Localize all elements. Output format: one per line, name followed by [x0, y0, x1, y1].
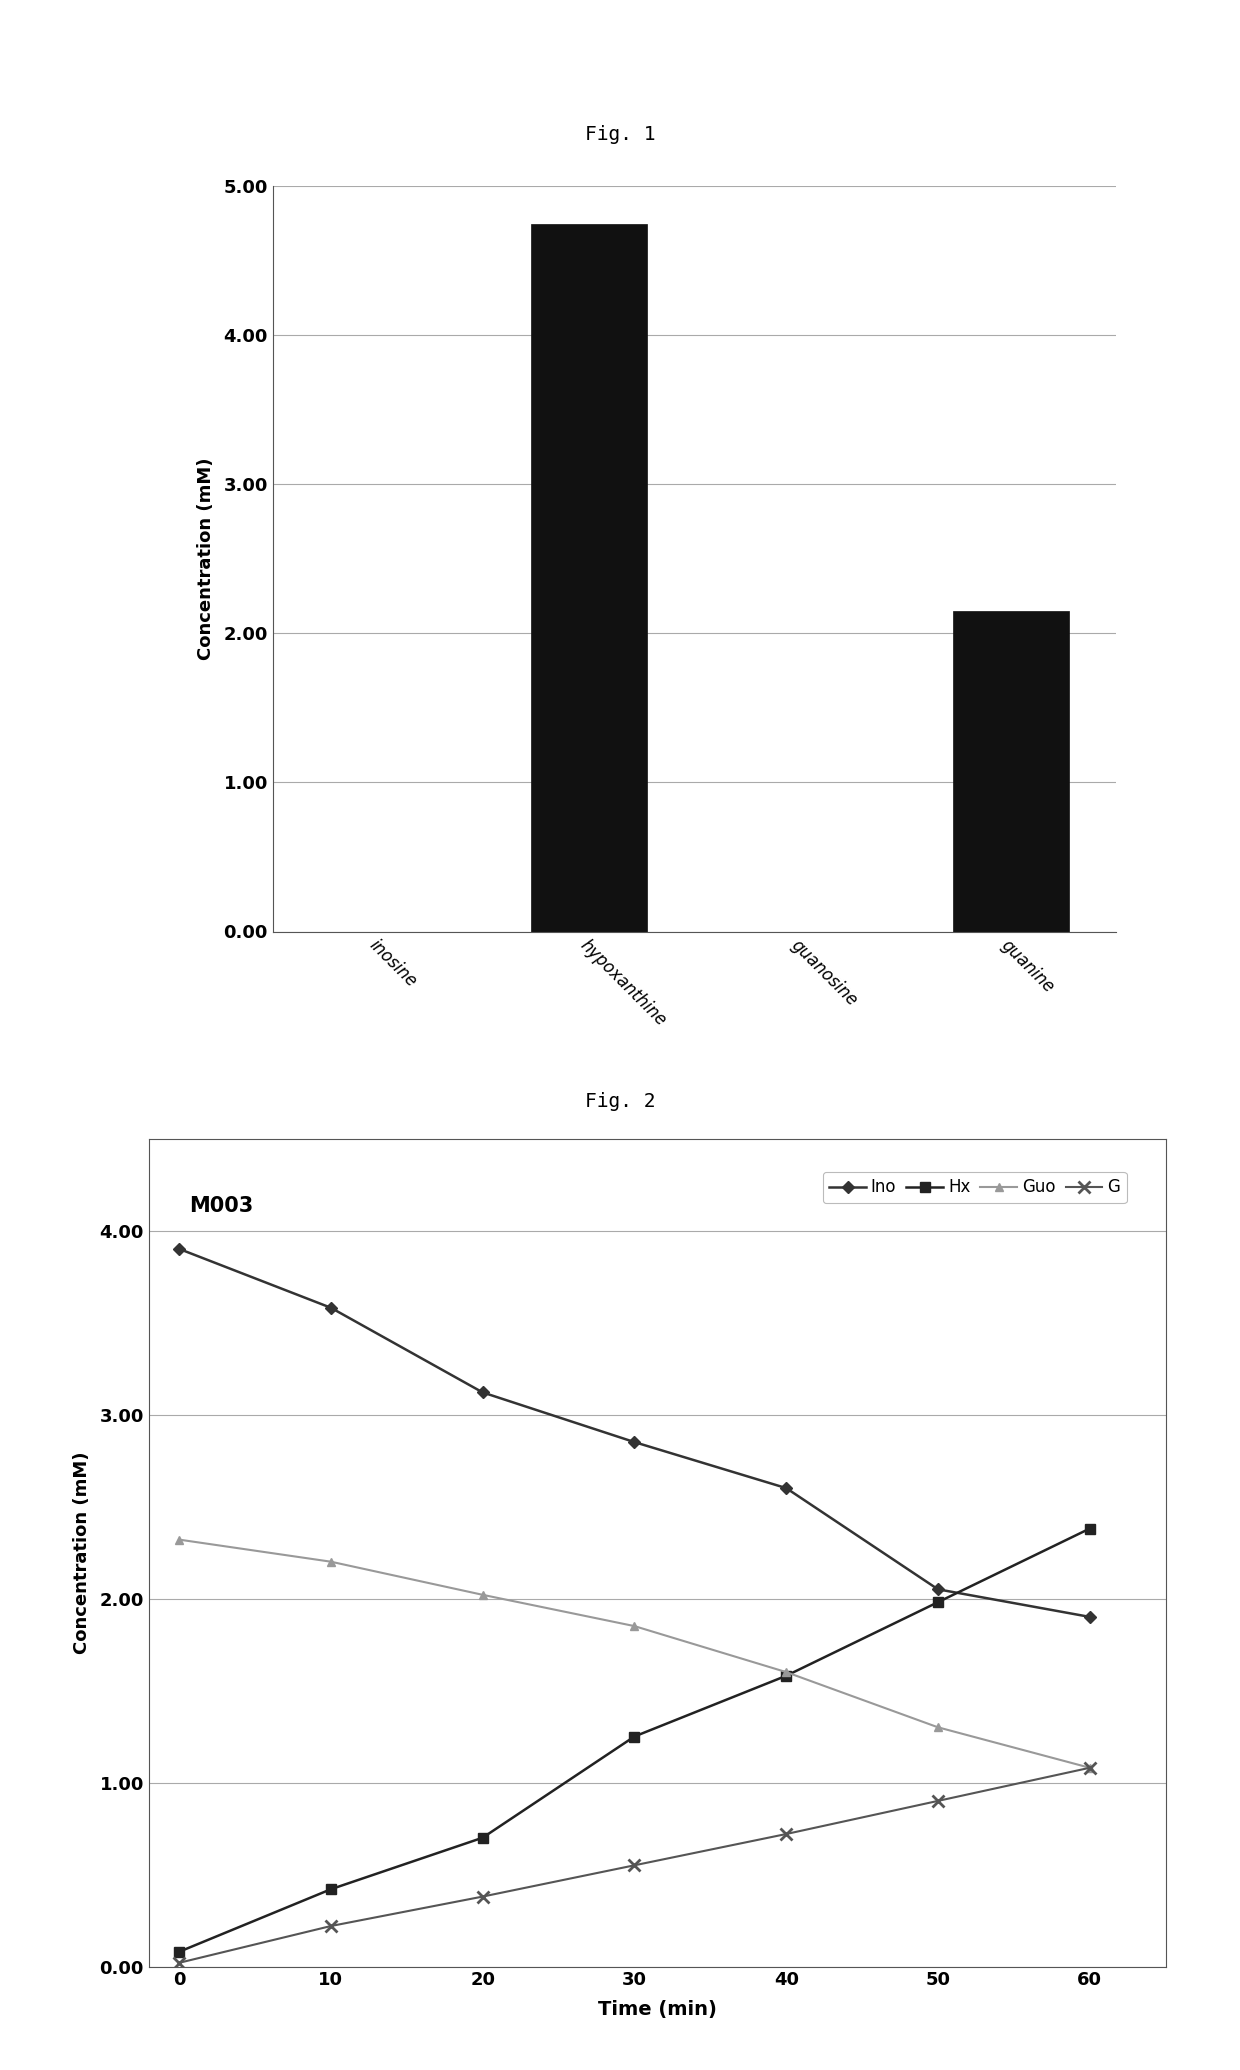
Guo	[627, 1615, 642, 1639]
Guo	[475, 1581, 490, 1606]
G	[171, 1950, 186, 1975]
Line: Hx: Hx	[175, 1524, 1095, 1956]
Hx	[627, 1724, 642, 1749]
X-axis label: Time (min): Time (min)	[598, 2000, 717, 2020]
Line: Ino: Ino	[175, 1244, 1094, 1621]
Hx	[1083, 1515, 1097, 1540]
Ino	[324, 1296, 339, 1321]
Hx	[171, 1940, 186, 1964]
G	[627, 1853, 642, 1877]
Ino	[171, 1236, 186, 1261]
Y-axis label: Concentration (mM): Concentration (mM)	[197, 457, 216, 660]
Hx	[779, 1664, 794, 1689]
Hx	[475, 1826, 490, 1851]
Hx	[324, 1877, 339, 1902]
G	[779, 1822, 794, 1846]
Ino	[475, 1381, 490, 1406]
Guo	[779, 1660, 794, 1685]
Guo	[324, 1548, 339, 1573]
G	[324, 1913, 339, 1938]
Guo	[1083, 1755, 1097, 1780]
Hx	[930, 1590, 945, 1615]
Guo	[171, 1528, 186, 1552]
Bar	[531, 224, 647, 932]
Line: G: G	[172, 1762, 1096, 1969]
G	[930, 1788, 945, 1813]
G	[1083, 1755, 1097, 1780]
Ino	[1083, 1604, 1097, 1629]
Line: Guo: Guo	[175, 1536, 1094, 1772]
Text: Fig. 2: Fig. 2	[585, 1091, 655, 1112]
Ino	[930, 1577, 945, 1602]
Ino	[779, 1476, 794, 1501]
Ino	[627, 1430, 642, 1455]
Bar	[952, 611, 1069, 932]
Text: M003: M003	[190, 1196, 254, 1217]
G	[475, 1884, 490, 1909]
Guo	[930, 1714, 945, 1739]
Y-axis label: Concentration (mM): Concentration (mM)	[73, 1451, 92, 1654]
Text: Fig. 1: Fig. 1	[585, 124, 655, 145]
Legend: Ino, Hx, Guo, G: Ino, Hx, Guo, G	[822, 1172, 1127, 1203]
